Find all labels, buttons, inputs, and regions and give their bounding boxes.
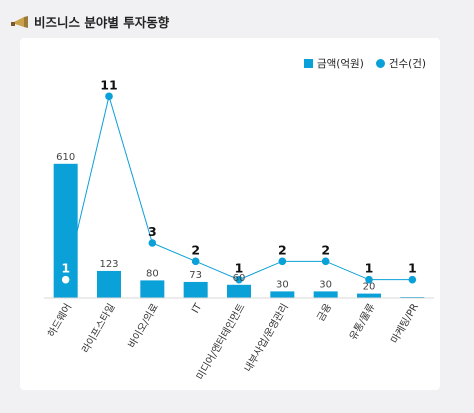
bars-layer — [53, 163, 425, 298]
x-tick-label: 유통/물류 — [347, 302, 377, 343]
bar — [357, 293, 381, 298]
bar-value-label: 610 — [56, 152, 75, 163]
x-tick-label: 미디어/엔터테인먼트 — [194, 302, 247, 383]
legend-item-count: 건수(건) — [375, 56, 426, 71]
count-point — [61, 275, 70, 284]
megaphone-icon — [11, 16, 28, 28]
bar — [53, 163, 78, 298]
bar — [270, 291, 295, 298]
chart-title: 비즈니스 분야별 투자동향 — [34, 14, 170, 30]
count-value-label: 2 — [321, 242, 330, 257]
count-series-line — [65, 94, 413, 281]
bar-value-label: 80 — [146, 268, 159, 279]
bar-value-label: 123 — [99, 259, 118, 270]
count-value-label: 3 — [148, 224, 157, 239]
bar — [313, 291, 338, 298]
bar-value-label: 30 — [276, 279, 289, 290]
x-tick-label: 바이오/의료 — [126, 302, 161, 351]
count-point — [235, 275, 243, 284]
count-value-label: 1 — [235, 261, 244, 276]
count-point — [191, 257, 200, 266]
x-tick-label: 라이프스타일 — [80, 302, 118, 356]
bar — [97, 270, 121, 298]
chart-legend: 금액(억원) 건수(건) — [303, 56, 426, 71]
bar — [227, 284, 251, 298]
line-layer — [61, 92, 417, 284]
x-tick-label: 내부사업/운영관리 — [241, 301, 291, 374]
bar — [183, 281, 208, 298]
count-value-label: 1 — [408, 261, 417, 276]
count-value-label: 2 — [191, 242, 200, 257]
count-point — [148, 239, 157, 247]
count-value-label: 1 — [365, 261, 374, 276]
count-point — [278, 257, 287, 266]
x-tick-label: 하드웨어 — [45, 301, 75, 339]
bar-value-label: 20 — [363, 282, 376, 293]
count-point — [365, 275, 373, 284]
count-value-label: 2 — [278, 242, 287, 257]
x-tick-label: 마케팅/PR — [389, 301, 421, 345]
bar-value-label: 73 — [189, 270, 202, 281]
count-value-label: 11 — [100, 77, 117, 92]
legend-line-dot — [375, 59, 385, 68]
x-tick-label: IT — [190, 301, 205, 315]
legend-item-amount: 금액(억원) — [303, 56, 364, 71]
count-point — [408, 275, 417, 284]
legend-label-count: 건수(건) — [388, 58, 426, 70]
count-value-label: 1 — [61, 261, 70, 276]
legend-label-amount: 금액(억원) — [316, 58, 364, 70]
bar — [140, 280, 165, 298]
bar-value-label: 30 — [319, 279, 332, 290]
x-tick-label: 금융 — [315, 302, 335, 324]
chart-card: 금액(억원) 건수(건) 610 123 80 73 60 30 30 20 1 11 3 2 1 2 2 1… — [20, 38, 440, 390]
count-point — [105, 92, 113, 101]
bar-value-label: 60 — [233, 273, 246, 284]
count-point — [321, 257, 330, 266]
legend-bar-swatch — [303, 59, 313, 68]
chart-header: 비즈니스 분야별 투자동향 — [10, 10, 169, 32]
